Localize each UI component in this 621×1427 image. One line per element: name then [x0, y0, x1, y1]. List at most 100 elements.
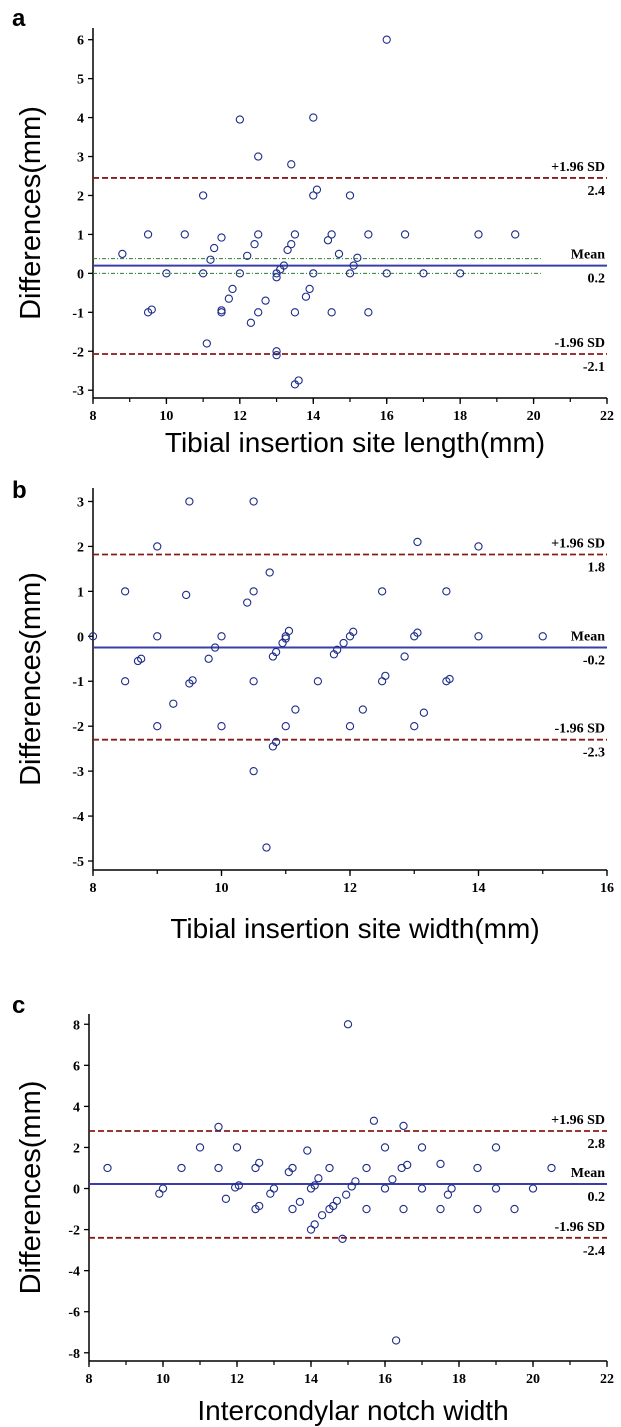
- data-point: [255, 1201, 264, 1211]
- lower-limit-value: -2.4: [583, 1244, 605, 1259]
- data-point: [249, 677, 258, 686]
- data-point: [254, 230, 263, 239]
- y-tick-label: 5: [77, 73, 84, 88]
- data-point: [180, 230, 189, 239]
- data-point: [232, 1143, 242, 1152]
- x-tick-label: 18: [452, 1372, 466, 1387]
- x-tick-label: 10: [159, 409, 173, 424]
- data-point: [317, 1211, 327, 1220]
- data-point: [362, 1163, 371, 1173]
- data-point: [287, 160, 296, 169]
- data-point: [314, 1174, 323, 1183]
- upper-limit-title: +1.96 SD: [551, 537, 605, 552]
- data-point: [214, 1122, 223, 1132]
- data-point: [120, 677, 130, 686]
- data-point: [295, 1197, 305, 1207]
- data-point: [281, 722, 290, 731]
- data-point: [290, 308, 300, 317]
- data-point: [290, 230, 300, 239]
- data-point: [234, 1181, 243, 1190]
- data-point: [391, 1336, 401, 1345]
- data-point: [210, 243, 219, 253]
- data-point: [120, 587, 130, 596]
- data-point: [217, 233, 226, 242]
- data-point: [528, 1184, 538, 1193]
- data-point: [364, 230, 373, 239]
- data-point: [262, 843, 271, 852]
- data-point: [284, 626, 294, 636]
- panel-letter: c: [12, 992, 25, 1019]
- data-point: [341, 1190, 351, 1199]
- x-tick-label: 22: [600, 409, 614, 424]
- data-point: [279, 261, 289, 270]
- data-point: [310, 1220, 319, 1229]
- data-point: [419, 708, 429, 717]
- mean-title: Mean: [571, 1166, 605, 1181]
- data-point: [473, 1163, 482, 1173]
- upper-limit-value: 1.8: [588, 561, 606, 576]
- y-tick-label: -2: [68, 1224, 80, 1239]
- y-tick-label: 4: [77, 112, 84, 127]
- data-point: [362, 1204, 371, 1214]
- data-point: [255, 1158, 264, 1168]
- data-point: [399, 1121, 408, 1131]
- data-point: [188, 676, 197, 685]
- data-point: [400, 230, 410, 239]
- data-point: [153, 542, 162, 551]
- data-point: [103, 1163, 112, 1173]
- data-point: [351, 1177, 360, 1186]
- data-point: [182, 590, 191, 600]
- data-point: [332, 645, 342, 654]
- y-tick-label: 2: [77, 540, 84, 555]
- y-tick-label: -8: [68, 1347, 80, 1362]
- data-point: [327, 230, 336, 239]
- mean-title: Mean: [571, 248, 605, 263]
- data-point: [243, 598, 252, 607]
- x-tick-label: 18: [453, 409, 467, 424]
- data-point: [364, 308, 373, 317]
- data-point: [243, 251, 252, 260]
- data-point: [410, 722, 419, 731]
- data-point: [235, 269, 245, 278]
- data-point: [266, 1189, 275, 1198]
- data-point: [204, 654, 213, 663]
- data-point: [254, 152, 263, 161]
- y-tick-label: 6: [77, 34, 84, 49]
- data-point: [474, 542, 483, 551]
- data-point: [369, 1116, 379, 1125]
- x-tick-label: 16: [600, 881, 614, 896]
- x-tick-label: 8: [90, 881, 97, 896]
- lower-limit-value: -2.3: [583, 746, 605, 761]
- data-point: [88, 632, 98, 641]
- data-point: [272, 347, 281, 356]
- data-point: [147, 305, 156, 314]
- x-tick-label: 8: [90, 409, 97, 424]
- y-tick-label: 1: [77, 228, 84, 243]
- y-tick-label: -3: [72, 765, 84, 780]
- data-point: [310, 1181, 319, 1190]
- data-point: [345, 191, 355, 200]
- data-point: [206, 255, 215, 264]
- x-tick-label: 22: [600, 1372, 614, 1387]
- data-point: [198, 269, 208, 278]
- data-point: [349, 261, 358, 270]
- data-point: [399, 1204, 408, 1214]
- y-axis-label: Differences(mm): [15, 572, 47, 786]
- data-point: [309, 113, 318, 122]
- upper-limit-title: +1.96 SD: [551, 160, 605, 175]
- panel-letter: a: [12, 5, 26, 32]
- data-point: [338, 1234, 347, 1243]
- data-point: [118, 249, 127, 259]
- data-point: [332, 1196, 342, 1205]
- data-point: [419, 269, 428, 278]
- data-point: [283, 245, 292, 255]
- data-point: [305, 284, 314, 294]
- y-tick-label: -5: [72, 855, 84, 870]
- x-axis-label: Intercondylar notch width: [197, 1395, 508, 1426]
- data-point: [327, 308, 336, 317]
- data-point: [388, 1175, 397, 1184]
- data-point: [177, 1163, 186, 1173]
- y-tick-label: 0: [73, 1183, 80, 1198]
- y-tick-label: -2: [72, 720, 84, 735]
